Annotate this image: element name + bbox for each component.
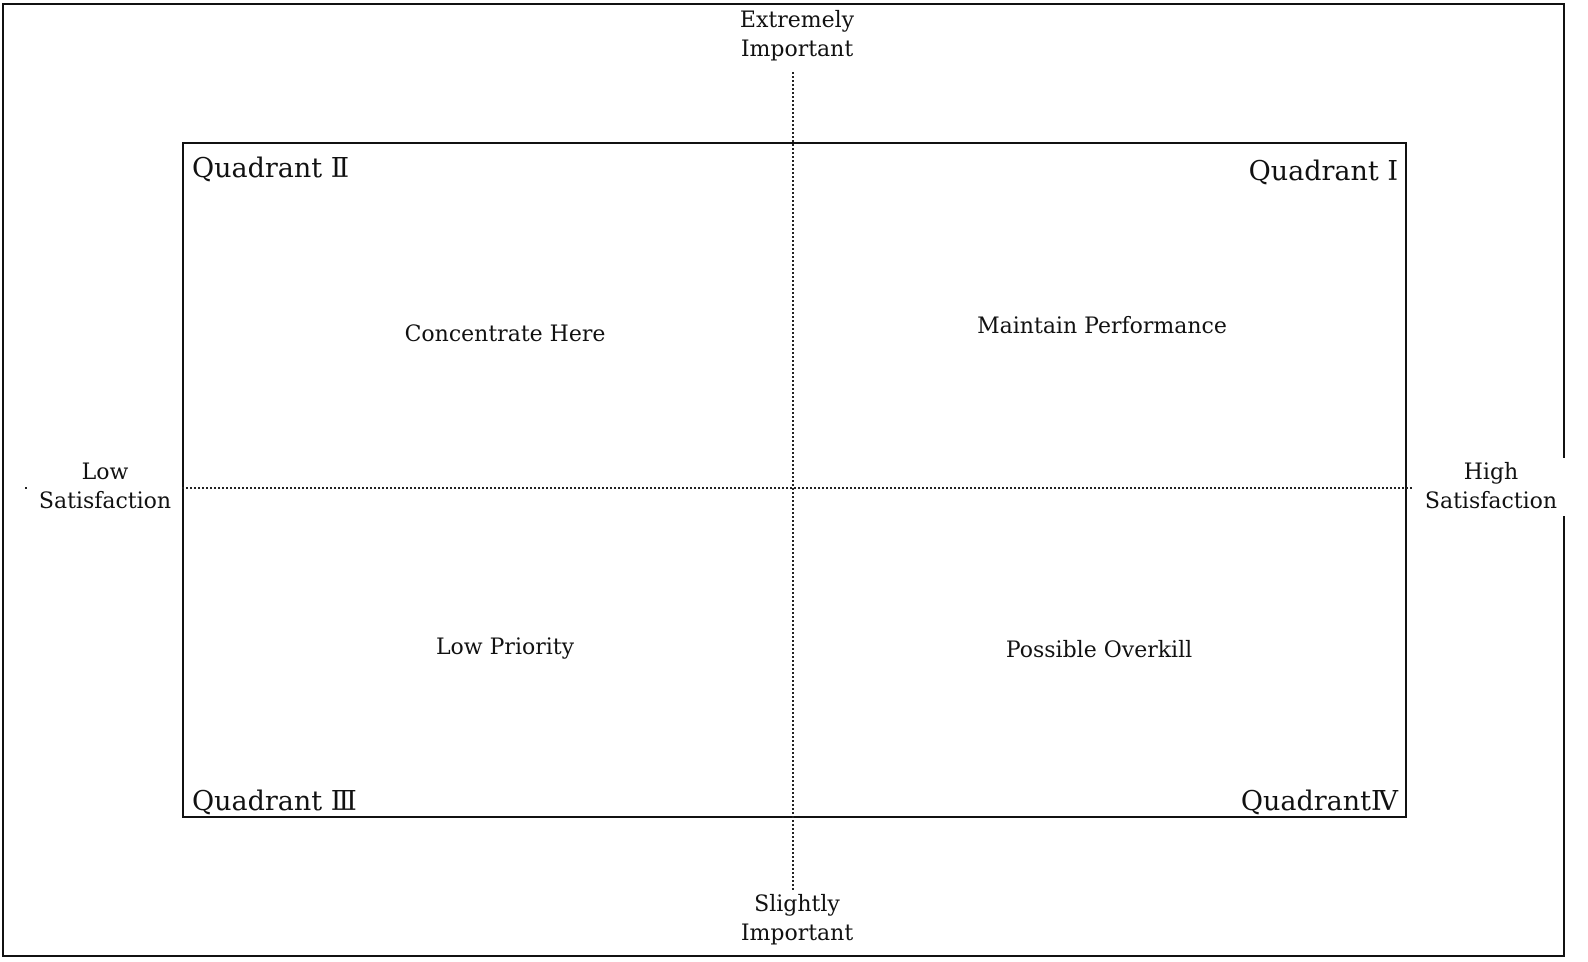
axis-label-left-line2: Satisfaction — [38, 489, 172, 514]
axis-label-top-line1: Extremely — [739, 8, 855, 33]
axis-label-left-line1: Low — [81, 460, 129, 485]
axis-label-bottom-line1: Slightly — [754, 892, 840, 917]
zone-low-priority: Low Priority — [435, 635, 575, 660]
axis-label-bottom: Slightly Important — [734, 890, 860, 948]
axis-label-right-line2: Satisfaction — [1424, 489, 1558, 514]
axis-label-left: Low Satisfaction — [28, 458, 182, 516]
axis-label-top: Extremely Important — [734, 6, 860, 64]
satisfaction-axis-line — [25, 487, 1560, 489]
zone-concentrate-here: Concentrate Here — [404, 322, 606, 347]
axis-label-right: High Satisfaction — [1414, 458, 1568, 516]
quadrant-1-name: Quadrant Ⅰ — [1248, 156, 1398, 187]
quadrant-3-name: Quadrant Ⅲ — [192, 786, 357, 817]
quadrant-box — [182, 142, 1407, 818]
zone-possible-overkill: Possible Overkill — [1005, 638, 1193, 663]
axis-label-right-line1: High — [1463, 460, 1519, 485]
importance-axis-line — [792, 72, 794, 894]
zone-maintain-performance: Maintain Performance — [977, 314, 1227, 339]
quadrant-4-name: QuadrantⅣ — [1240, 786, 1398, 817]
axis-label-bottom-line2: Important — [740, 921, 854, 946]
axis-label-top-line2: Important — [740, 37, 854, 62]
quadrant-2-name: Quadrant Ⅱ — [192, 153, 350, 184]
